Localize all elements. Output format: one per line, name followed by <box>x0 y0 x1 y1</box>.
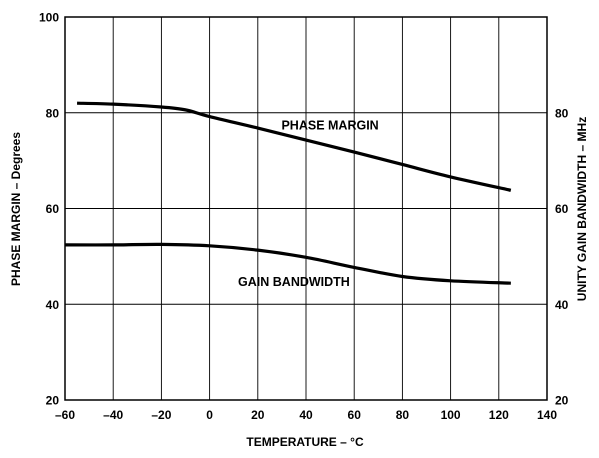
y-tick-label-left: 100 <box>39 11 59 25</box>
x-tick-label: 80 <box>396 408 410 422</box>
x-axis-title: TEMPERATURE – °C <box>246 435 364 449</box>
plot-frame <box>64 16 548 401</box>
x-tick-label: –60 <box>55 408 75 422</box>
y-tick-label-right: 80 <box>555 106 569 120</box>
series-labels: PHASE MARGIN GAIN BANDWIDTH <box>238 119 379 290</box>
y-tick-label-right: 20 <box>555 394 569 408</box>
series-label-phase-margin: PHASE MARGIN <box>281 119 378 133</box>
x-tick-label: 140 <box>537 408 557 422</box>
x-tick-label: –40 <box>103 408 123 422</box>
tick-labels: –60 –40 –20 0 20 40 60 80 100 120 1402040608010020… <box>39 11 569 423</box>
y-axis-right-title: UNITY GAIN BANDWIDTH – MHz <box>575 117 589 301</box>
x-tick-label: 20 <box>251 408 265 422</box>
x-tick-label: –20 <box>151 408 171 422</box>
x-tick-label: 40 <box>299 408 313 422</box>
y-tick-label-left: 80 <box>46 106 60 120</box>
y-tick-label-right: 40 <box>555 298 569 312</box>
series-lines <box>64 101 512 285</box>
y-tick-label-right: 60 <box>555 202 569 216</box>
y-tick-label-left: 40 <box>46 298 60 312</box>
series-line-gain-bandwidth <box>64 242 511 285</box>
x-tick-label: 120 <box>489 408 509 422</box>
x-tick-label: 100 <box>441 408 461 422</box>
y-axis-left-title: PHASE MARGIN – Degrees <box>9 132 23 286</box>
x-tick-label: 60 <box>348 408 362 422</box>
y-tick-label-left: 20 <box>46 394 60 408</box>
series-line-phase-margin <box>77 101 512 192</box>
y-tick-label-left: 60 <box>46 202 60 216</box>
grid-lines <box>65 17 547 400</box>
series-label-gain-bandwidth: GAIN BANDWIDTH <box>238 275 350 289</box>
x-tick-label: 0 <box>206 408 213 422</box>
